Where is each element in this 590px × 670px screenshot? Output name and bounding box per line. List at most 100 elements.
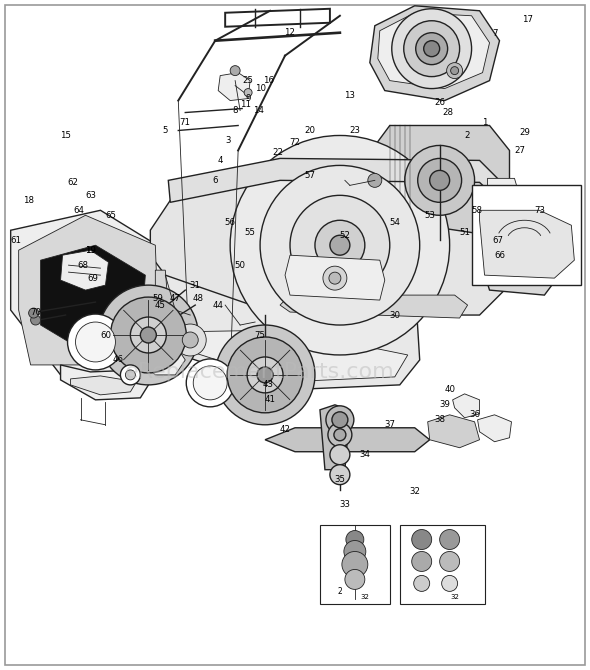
Polygon shape (218, 72, 250, 100)
Text: 7: 7 (493, 29, 499, 38)
Text: eReplacementParts.com: eReplacementParts.com (125, 362, 395, 382)
Text: 32: 32 (409, 487, 420, 496)
Text: 69: 69 (87, 273, 98, 283)
Circle shape (405, 145, 474, 215)
Text: 3: 3 (225, 136, 231, 145)
Text: 17: 17 (522, 15, 533, 24)
Circle shape (392, 9, 471, 88)
Circle shape (174, 324, 206, 356)
Text: 2: 2 (465, 131, 470, 140)
Circle shape (99, 285, 198, 385)
Polygon shape (61, 365, 150, 400)
Circle shape (442, 576, 458, 592)
Polygon shape (140, 345, 185, 375)
Circle shape (346, 531, 364, 549)
Text: 62: 62 (67, 178, 78, 187)
Text: 44: 44 (212, 301, 224, 310)
Polygon shape (71, 376, 136, 395)
Polygon shape (370, 125, 510, 235)
Text: 22: 22 (273, 148, 284, 157)
Circle shape (440, 551, 460, 572)
Circle shape (76, 322, 116, 362)
Text: 60: 60 (100, 330, 111, 340)
Text: 53: 53 (424, 211, 435, 220)
Text: 9: 9 (245, 94, 251, 103)
Circle shape (323, 266, 347, 290)
Text: 46: 46 (113, 356, 124, 364)
Text: 39: 39 (439, 401, 450, 409)
Text: 15: 15 (60, 131, 71, 140)
Polygon shape (155, 270, 171, 350)
Circle shape (412, 551, 432, 572)
Text: 12: 12 (284, 28, 296, 38)
Polygon shape (11, 210, 165, 380)
Text: 50: 50 (235, 261, 245, 269)
Circle shape (230, 135, 450, 355)
Circle shape (215, 325, 315, 425)
Text: 31: 31 (190, 281, 201, 289)
Text: 67: 67 (492, 236, 503, 245)
Polygon shape (150, 180, 514, 315)
Circle shape (29, 308, 38, 318)
Text: 72: 72 (290, 138, 300, 147)
Circle shape (404, 21, 460, 76)
Text: 20: 20 (304, 126, 316, 135)
Circle shape (328, 423, 352, 447)
Circle shape (110, 297, 186, 373)
Text: 70: 70 (30, 308, 41, 316)
Circle shape (126, 370, 135, 380)
Circle shape (414, 576, 430, 592)
Circle shape (182, 332, 198, 348)
Polygon shape (41, 245, 145, 355)
Circle shape (330, 465, 350, 484)
Text: 10: 10 (254, 84, 266, 93)
Polygon shape (477, 415, 512, 442)
Circle shape (120, 365, 140, 385)
Circle shape (430, 170, 450, 190)
Text: 16: 16 (263, 76, 274, 85)
Circle shape (67, 314, 123, 370)
Text: 19: 19 (85, 246, 96, 255)
Text: 13: 13 (345, 91, 355, 100)
Circle shape (412, 529, 432, 549)
Text: 28: 28 (442, 108, 453, 117)
Circle shape (257, 367, 273, 383)
Text: 66: 66 (494, 251, 505, 260)
Polygon shape (480, 210, 574, 278)
Polygon shape (265, 427, 430, 452)
Circle shape (344, 541, 366, 562)
Circle shape (140, 327, 156, 343)
Circle shape (244, 88, 252, 96)
Text: 2: 2 (337, 587, 342, 596)
Polygon shape (378, 13, 490, 88)
Text: 19: 19 (85, 246, 96, 255)
Text: 33: 33 (339, 500, 350, 509)
Circle shape (230, 66, 240, 76)
Text: 35: 35 (335, 475, 345, 484)
Text: 32: 32 (450, 594, 459, 600)
Circle shape (330, 235, 350, 255)
Text: 14: 14 (253, 106, 264, 115)
Polygon shape (480, 225, 559, 295)
Circle shape (315, 220, 365, 270)
Text: 29: 29 (519, 128, 530, 137)
Text: 42: 42 (280, 425, 290, 434)
Circle shape (334, 429, 346, 441)
Circle shape (440, 529, 460, 549)
Text: 57: 57 (304, 171, 316, 180)
Polygon shape (487, 178, 519, 215)
Text: 63: 63 (85, 191, 96, 200)
Polygon shape (165, 241, 419, 390)
Text: 56: 56 (225, 218, 235, 226)
Text: 25: 25 (242, 76, 254, 85)
Text: 40: 40 (444, 385, 455, 395)
Text: 47: 47 (170, 293, 181, 303)
Text: 8: 8 (232, 106, 238, 115)
Text: 6: 6 (212, 176, 218, 185)
Circle shape (418, 158, 461, 202)
Circle shape (329, 272, 341, 284)
Polygon shape (280, 295, 468, 318)
Text: 23: 23 (349, 126, 360, 135)
Circle shape (451, 66, 458, 74)
Circle shape (424, 41, 440, 57)
